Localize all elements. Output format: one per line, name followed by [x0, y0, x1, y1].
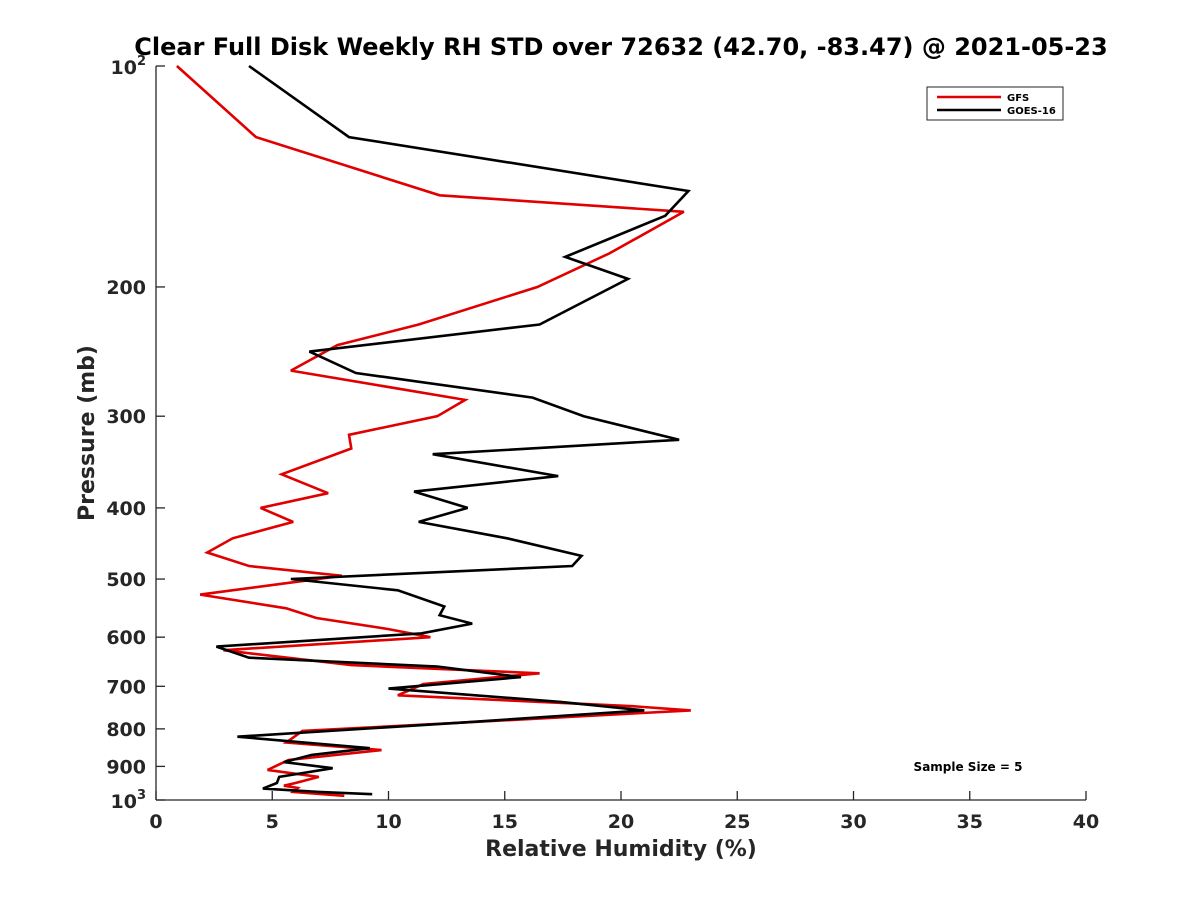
x-tick-label: 0	[149, 811, 162, 833]
x-tick-label: 15	[492, 811, 518, 833]
x-tick-label: 25	[724, 811, 750, 833]
plot-area: 0 5 10 15 20 25 30 35 40 200 300 400 500 600 700 800 90…	[106, 54, 1099, 833]
y-tick-label: 300	[106, 406, 146, 428]
legend-label-gfs: GFS	[1007, 93, 1029, 104]
legend: GFS GOES-16	[926, 86, 1064, 121]
y-tick-label: 800	[106, 719, 146, 741]
x-tick-label: 20	[608, 811, 634, 833]
x-ticks: 0 5 10 15 20 25 30 35 40	[149, 791, 1099, 833]
y-tick-label: 200	[106, 277, 146, 299]
sample-size-annotation: Sample Size = 5	[914, 760, 1023, 774]
y-tick-label: 500	[106, 569, 146, 591]
series-group	[176, 64, 692, 798]
series-line-goes16	[215, 64, 692, 796]
x-tick-label: 40	[1073, 811, 1099, 833]
plot-background	[156, 66, 1086, 800]
series-line-gfs	[176, 65, 691, 798]
legend-box	[926, 86, 1064, 121]
x-tick-label: 5	[266, 811, 279, 833]
y-tick-label: 600	[106, 627, 146, 649]
y-tick-label: 400	[106, 498, 146, 520]
x-tick-label: 35	[957, 811, 983, 833]
legend-label-goes16: GOES-16	[1007, 106, 1056, 117]
y-axis-label: Pressure (mb)	[75, 345, 100, 521]
y-tick-label: 900	[106, 756, 146, 778]
x-tick-label: 10	[375, 811, 401, 833]
y-tick-label-power: 103	[111, 788, 147, 813]
x-axis-label: Relative Humidity (%)	[485, 837, 757, 862]
y-tick-label-power: 102	[111, 54, 147, 79]
chart-title: Clear Full Disk Weekly RH STD over 72632…	[134, 33, 1107, 61]
x-tick-label: 30	[840, 811, 866, 833]
y-tick-label: 700	[106, 676, 146, 698]
y-ticks: 200 300 400 500 600 700 800 900 102 103	[106, 54, 165, 813]
